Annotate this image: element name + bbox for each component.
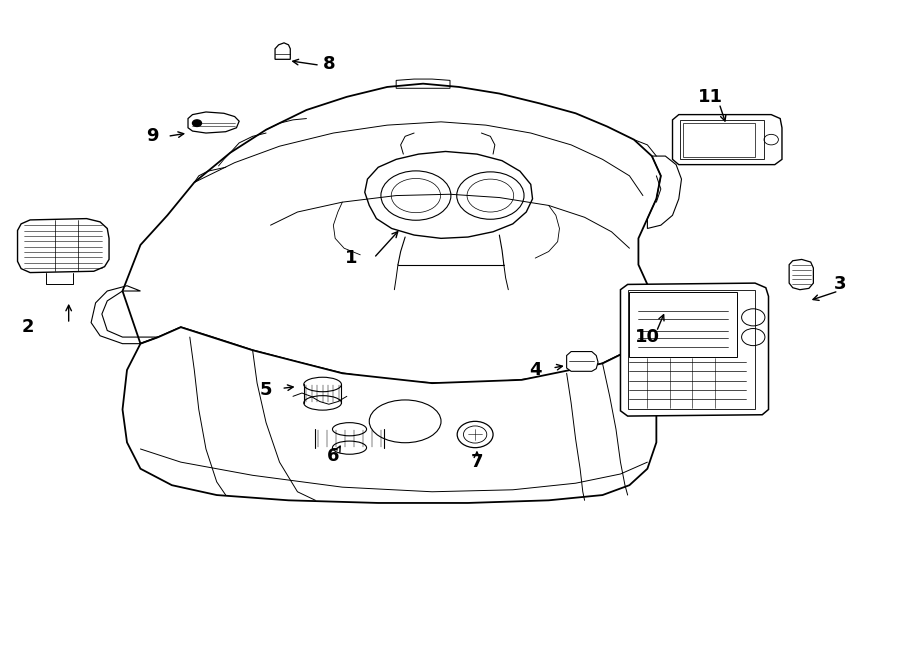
- Text: 5: 5: [260, 381, 273, 399]
- Text: 9: 9: [146, 128, 158, 145]
- Text: 3: 3: [834, 276, 847, 293]
- Text: 11: 11: [698, 88, 723, 106]
- Text: 1: 1: [345, 249, 357, 267]
- Text: 8: 8: [322, 55, 335, 73]
- Polygon shape: [17, 219, 109, 272]
- Polygon shape: [620, 283, 769, 416]
- Polygon shape: [122, 327, 656, 503]
- Text: 4: 4: [529, 361, 542, 379]
- Text: 7: 7: [471, 453, 483, 471]
- Text: 6: 6: [327, 447, 339, 465]
- Text: 2: 2: [22, 318, 34, 336]
- Text: 10: 10: [634, 328, 660, 346]
- Polygon shape: [122, 84, 661, 383]
- Circle shape: [193, 120, 202, 126]
- Polygon shape: [672, 114, 782, 165]
- Polygon shape: [188, 112, 239, 133]
- Polygon shape: [789, 259, 814, 290]
- Polygon shape: [567, 352, 598, 371]
- Polygon shape: [364, 151, 533, 239]
